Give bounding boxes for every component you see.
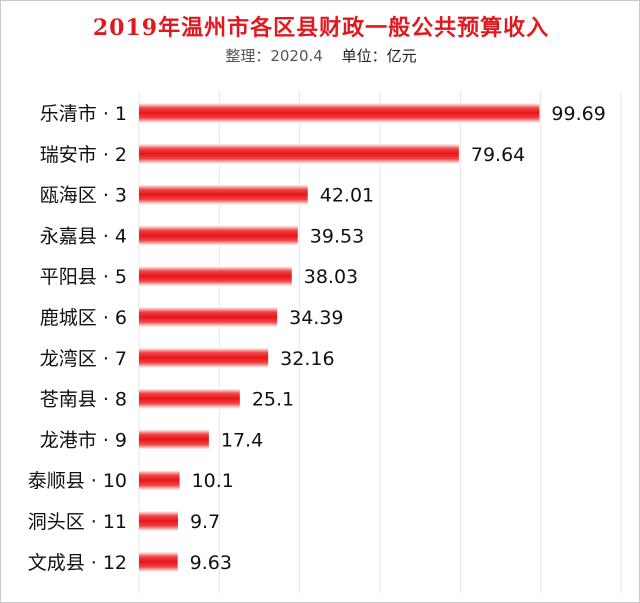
bar (139, 184, 308, 205)
value-label: 79.64 (471, 144, 525, 166)
category-label: 鹿城区 · 6 (40, 307, 127, 329)
bar (139, 266, 292, 287)
category-label: 平阳县 · 5 (40, 266, 127, 288)
category-label: 文成县 · 12 (28, 552, 127, 574)
value-label: 34.39 (289, 307, 343, 329)
value-label: 39.53 (310, 225, 364, 247)
category-label: 洞头区 · 11 (28, 511, 127, 533)
value-label: 32.16 (280, 348, 334, 370)
category-label: 泰顺县 · 10 (28, 470, 127, 492)
bar (139, 470, 180, 491)
value-label: 25.1 (252, 389, 294, 411)
bar (139, 347, 269, 368)
chart-title: 2019年温州市各区县财政一般公共预算收入 (92, 15, 550, 41)
bar (139, 388, 240, 409)
category-label: 苍南县 · 8 (40, 389, 127, 411)
category-label: 龙湾区 · 7 (40, 348, 127, 370)
bar (139, 225, 298, 246)
source-note: 整理：2020.4 (225, 47, 323, 65)
grid-layer (138, 91, 622, 593)
bar (139, 103, 540, 123)
label-layer: 乐清市 · 1 99.69 瑞安市 · 2 79.64 瓯海区 · 3 42.01 永嘉县 … (28, 103, 606, 574)
value-label: 9.63 (190, 552, 232, 574)
bar-layer (139, 103, 540, 572)
bar (139, 143, 459, 164)
category-label: 瑞安市 · 2 (40, 144, 127, 166)
category-label: 龙港市 · 9 (40, 429, 127, 451)
value-label: 17.4 (221, 429, 263, 451)
category-label: 瓯海区 · 3 (40, 185, 127, 207)
bar (139, 429, 209, 450)
value-label: 99.69 (551, 103, 605, 125)
chart-subtitle: 整理：2020.4 单位：亿元 (1, 45, 639, 66)
value-label: 38.03 (304, 266, 358, 288)
bar (139, 511, 178, 531)
bar (139, 551, 178, 572)
value-label: 9.7 (190, 511, 220, 533)
bar (139, 307, 278, 327)
category-label: 乐清市 · 1 (40, 103, 127, 125)
category-label: 永嘉县 · 4 (40, 225, 127, 247)
value-label: 10.1 (192, 470, 234, 492)
value-label: 42.01 (320, 185, 374, 207)
unit-label: 单位：亿元 (341, 47, 417, 65)
